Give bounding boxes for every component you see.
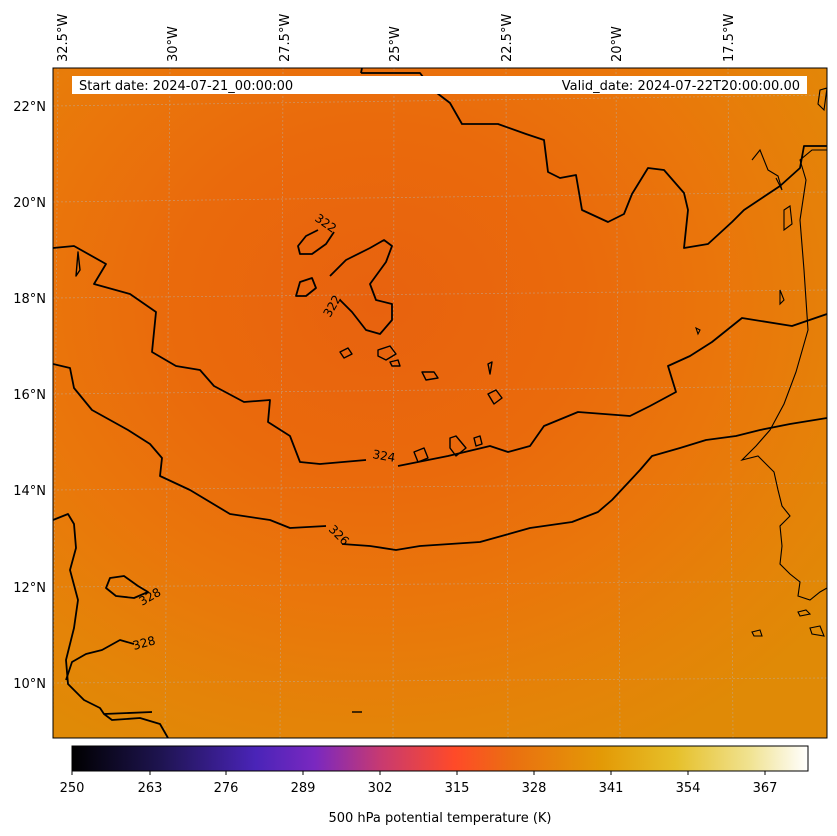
contour-328-b <box>105 575 149 599</box>
lon-label-22-5w: 22.5°W <box>500 14 515 62</box>
lon-label-30w: 30°W <box>166 26 181 62</box>
map-frame <box>52 67 828 739</box>
coastlines <box>695 87 827 637</box>
lon-label-20w: 20°W <box>610 26 625 62</box>
gridline-20n <box>53 191 827 203</box>
lat-label-16n: 16°N <box>13 388 46 403</box>
contour-324-north <box>360 68 827 249</box>
date-banner <box>72 76 807 94</box>
gridline-12n <box>53 580 827 588</box>
lat-label-10n: 10°N <box>13 677 46 692</box>
colorbar: 250 263 276 289 302 315 328 341 354 367 … <box>60 745 809 826</box>
gridline-16n <box>53 385 827 395</box>
graticule <box>53 68 827 738</box>
contour-label-328-b: 328 <box>131 633 157 652</box>
contour-328-c <box>65 639 135 681</box>
lon-label-17-5w: 17.5°W <box>722 14 737 62</box>
start-date-text: Start date: 2024-07-21_00:00:00 <box>79 79 293 94</box>
coastline-africa-islands <box>695 87 827 637</box>
lon-label-27-5w: 27.5°W <box>278 14 293 62</box>
lon-label-32-5w: 32.5°W <box>56 14 71 62</box>
colorbar-tick-328: 328 <box>522 781 547 796</box>
colorbar-gradient <box>71 745 809 772</box>
contour-blob-4 <box>413 435 483 463</box>
colorbar-tick-263: 263 <box>138 781 163 796</box>
map-panel: 322 322 324 326 328 328 Start date: 2024… <box>52 67 828 739</box>
latitude-labels: 22°N 20°N 18°N 16°N 14°N 12°N 10°N <box>13 100 46 692</box>
contour-blob-1 <box>339 347 353 359</box>
contour-328-d <box>103 713 169 738</box>
gridline-18n <box>53 289 827 299</box>
lat-label-14n: 14°N <box>13 484 46 499</box>
temperature-field <box>53 68 827 738</box>
colorbar-tick-341: 341 <box>599 781 624 796</box>
lat-label-20n: 20°N <box>13 196 46 211</box>
contour-322-c <box>295 277 317 297</box>
contour-324-south <box>53 245 827 467</box>
contour-label-324: 324 <box>371 447 396 465</box>
contour-328-a <box>53 513 153 715</box>
contour-blob-2 <box>377 345 439 381</box>
colorbar-tick-276: 276 <box>214 781 239 796</box>
valid-date-text: Valid_date: 2024-07-22T20:00:00.00 <box>562 79 800 94</box>
contour-blob-3 <box>487 361 503 405</box>
colorbar-tick-354: 354 <box>676 781 701 796</box>
contour-326 <box>53 363 827 551</box>
colorbar-tick-289: 289 <box>291 781 316 796</box>
lat-label-18n: 18°N <box>13 292 46 307</box>
lon-label-25w: 25°W <box>388 26 403 62</box>
colorbar-tick-367: 367 <box>753 781 778 796</box>
gridline-10n <box>53 677 827 684</box>
contour-blob-6 <box>75 251 81 277</box>
lat-label-12n: 12°N <box>13 581 46 596</box>
lat-label-22n: 22°N <box>13 100 46 115</box>
colorbar-label: 500 hPa potential temperature (K) <box>328 811 551 826</box>
coastline-africa <box>740 149 827 601</box>
longitude-labels: 32.5°W 30°W 27.5°W 25°W 22.5°W 20°W 17.5… <box>56 14 737 62</box>
gridline-14n <box>53 482 827 491</box>
contours <box>53 68 827 738</box>
gridline-22n <box>53 94 827 107</box>
colorbar-tick-315: 315 <box>445 781 470 796</box>
contour-322-b <box>329 239 393 335</box>
colorbar-tick-250: 250 <box>60 781 85 796</box>
contour-322-a <box>297 229 335 255</box>
colorbar-tick-302: 302 <box>368 781 393 796</box>
